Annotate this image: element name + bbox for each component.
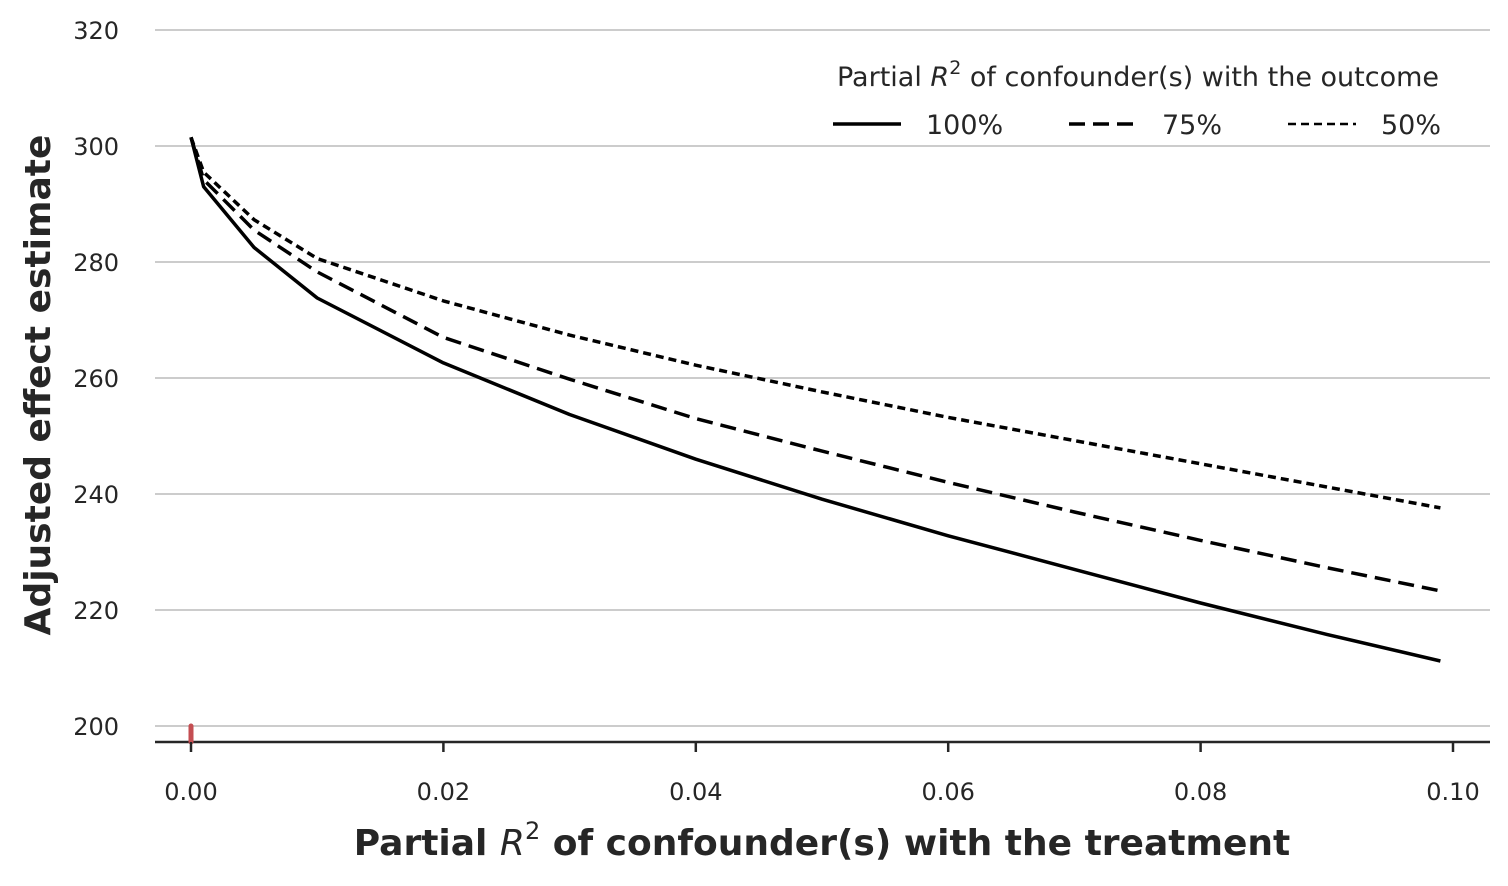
series-line-100pct xyxy=(189,136,1441,663)
series-lines xyxy=(189,136,1441,663)
legend: Partial R2 of confounder(s) with the out… xyxy=(833,57,1441,141)
legend-label-100pct: 100% xyxy=(926,110,1003,141)
y-tick-label-280: 280 xyxy=(73,249,119,277)
y-axis-title: Adjusted effect estimate xyxy=(18,135,59,636)
x-axis-title: Partial R2 of confounder(s) with the tre… xyxy=(354,817,1291,864)
y-tick-label-220: 220 xyxy=(73,597,119,625)
legend-title-superscript: 2 xyxy=(949,57,961,79)
y-tick-label-320: 320 xyxy=(73,17,119,45)
x-axis-ticks: 0.00 0.02 0.04 0.06 0.08 0.10 xyxy=(164,742,1480,806)
x-tick-label-0.06: 0.06 xyxy=(921,778,974,806)
legend-title-suffix: of confounder(s) with the outcome xyxy=(961,62,1439,93)
series-line-50pct xyxy=(189,136,1441,510)
grid-lines xyxy=(155,29,1490,727)
y-tick-label-260: 260 xyxy=(73,365,119,393)
y-tick-label-300: 300 xyxy=(73,133,119,161)
x-tick-label-0.02: 0.02 xyxy=(417,778,470,806)
x-axis-title-symbol: R xyxy=(500,823,525,864)
legend-title: Partial R2 of confounder(s) with the out… xyxy=(837,57,1439,93)
legend-title-symbol: R xyxy=(930,62,949,93)
x-tick-label-0.10: 0.10 xyxy=(1426,778,1479,806)
legend-label-50pct: 50% xyxy=(1381,110,1441,141)
y-tick-label-240: 240 xyxy=(73,481,119,509)
legend-entries: 100% 75% 50% xyxy=(833,110,1441,141)
legend-label-75pct: 75% xyxy=(1162,110,1222,141)
y-axis-ticks: 200 220 240 260 280 300 320 xyxy=(73,17,119,741)
x-tick-label-0.04: 0.04 xyxy=(669,778,722,806)
series-line-75pct xyxy=(189,136,1441,593)
x-axis-title-prefix: Partial xyxy=(354,823,500,864)
x-tick-label-0.08: 0.08 xyxy=(1174,778,1227,806)
x-tick-label-0.00: 0.00 xyxy=(164,778,217,806)
x-axis-title-superscript: 2 xyxy=(525,817,540,845)
x-axis-title-suffix: of confounder(s) with the treatment xyxy=(540,823,1290,864)
legend-title-prefix: Partial xyxy=(837,62,930,93)
y-tick-label-200: 200 xyxy=(73,713,119,741)
